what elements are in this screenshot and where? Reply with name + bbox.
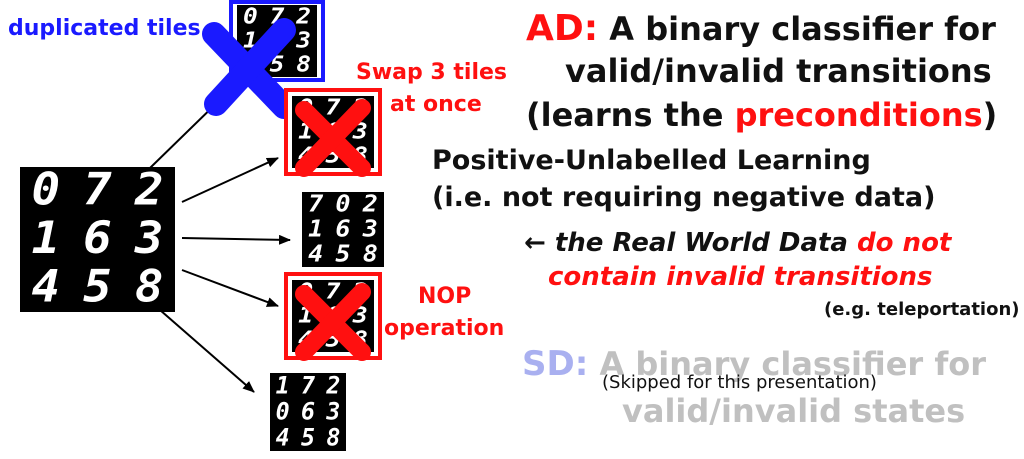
puzzle-tile-digit: 7 <box>325 280 341 304</box>
real-world-part1: the Real World Data <box>554 228 848 258</box>
arrow-to-swap3 <box>181 157 279 203</box>
ad-line2: valid/invalid transitions <box>565 52 992 90</box>
label-duplicated-tiles: duplicated tiles <box>8 16 201 41</box>
puzzle-tile-digit: 5 <box>335 241 350 267</box>
ad-line3: (learns the preconditions) <box>526 96 997 134</box>
puzzle-valid-swap2-grid: 1 7 2 0 6 3 4 5 8 <box>276 371 341 451</box>
label-nop-line1: NOP <box>418 284 472 309</box>
puzzle-tile-digit: 8 <box>296 51 311 77</box>
puzzle-tile-digit: 7 <box>325 96 341 120</box>
puzzle-tile-digit: 4 <box>308 241 323 267</box>
sd-skipped-note: (Skipped for this presentation) <box>602 372 877 393</box>
sd-line1: A binary classifier for <box>599 345 987 383</box>
puzzle-tile-digit: 5 <box>301 423 315 451</box>
puzzle-tile-digit: 0 <box>276 397 290 425</box>
ad-line3-open: (learns the <box>526 96 735 134</box>
pu-line1: Positive-Unlabelled Learning <box>432 145 871 176</box>
puzzle-tile-digit: 3 <box>325 397 340 425</box>
pu-line2: (i.e. not requiring negative data) <box>432 182 936 213</box>
label-swap3-line2: at once <box>390 92 482 117</box>
arrow-to-valid-swap <box>181 234 291 245</box>
sd-line2: valid/invalid states <box>622 392 966 430</box>
puzzle-tile-digit: 7 <box>83 167 112 215</box>
puzzle-tile-digit: 6 <box>335 216 350 243</box>
ad-line1: A binary classifier for <box>609 10 996 48</box>
arrow-to-valid-swap2 <box>159 309 255 393</box>
ad-line3-close: ) <box>982 96 998 134</box>
puzzle-tile-digit: 7 <box>301 373 316 399</box>
left-arrow-icon: ← <box>524 228 546 258</box>
puzzle-tile-digit: 3 <box>134 211 164 263</box>
label-swap3-line1: Swap 3 tiles <box>356 60 508 85</box>
real-world-line2: contain invalid transitions <box>548 262 933 292</box>
sd-prefix: SD: <box>522 344 589 384</box>
ad-heading-line1: AD: A binary classifier for <box>526 8 996 49</box>
puzzle-tile-digit: 7 <box>308 192 324 217</box>
label-nop-line2: operation <box>384 316 505 341</box>
puzzle-valid-swap-grid: 7 0 2 1 6 3 4 5 8 <box>308 191 378 268</box>
red-cross-icon-nop <box>295 283 371 361</box>
puzzle-tile-digit: 1 <box>276 373 290 399</box>
puzzle-tile-digit: 4 <box>32 260 61 312</box>
puzzle-tile-digit: 1 <box>32 211 61 263</box>
puzzle-tile-digit: 2 <box>362 192 378 217</box>
real-world-part2: do not <box>857 228 952 258</box>
red-cross-icon-swap3 <box>295 99 371 177</box>
puzzle-tile-digit: 2 <box>295 5 311 29</box>
puzzle-tile-digit: 6 <box>301 397 315 425</box>
sd-heading-line1: SD: A binary classifier for <box>522 344 986 384</box>
puzzle-tile-digit: 2 <box>325 373 340 399</box>
puzzle-tile-digit: 3 <box>362 216 378 243</box>
puzzle-tile-digit: 8 <box>326 423 340 451</box>
puzzle-tile-digit: 0 <box>32 167 61 215</box>
puzzle-tile-digit: 1 <box>308 216 323 243</box>
real-world-line1: ← the Real World Data do not <box>524 228 951 258</box>
puzzle-tile-digit: 0 <box>335 192 350 217</box>
puzzle-tile-digit: 5 <box>83 260 112 312</box>
blue-cross-icon <box>202 18 296 119</box>
puzzle-source-grid: 0 7 2 1 6 3 4 5 8 <box>32 163 164 312</box>
puzzle-tile-digit: 4 <box>276 423 290 451</box>
puzzle-tile-digit: 6 <box>83 211 112 263</box>
puzzle-tile-digit: 3 <box>295 27 311 53</box>
ad-line3-highlight: preconditions <box>734 96 983 134</box>
puzzle-tile-digit: 8 <box>363 241 378 267</box>
example-teleportation: (e.g. teleportation) <box>824 299 1020 320</box>
arrow-to-nop <box>181 269 279 307</box>
puzzle-tile-digit: 0 <box>243 5 258 29</box>
ad-prefix: AD: <box>526 8 599 49</box>
puzzle-tile-digit: 2 <box>134 167 164 215</box>
puzzle-tile-digit: 8 <box>135 260 164 312</box>
